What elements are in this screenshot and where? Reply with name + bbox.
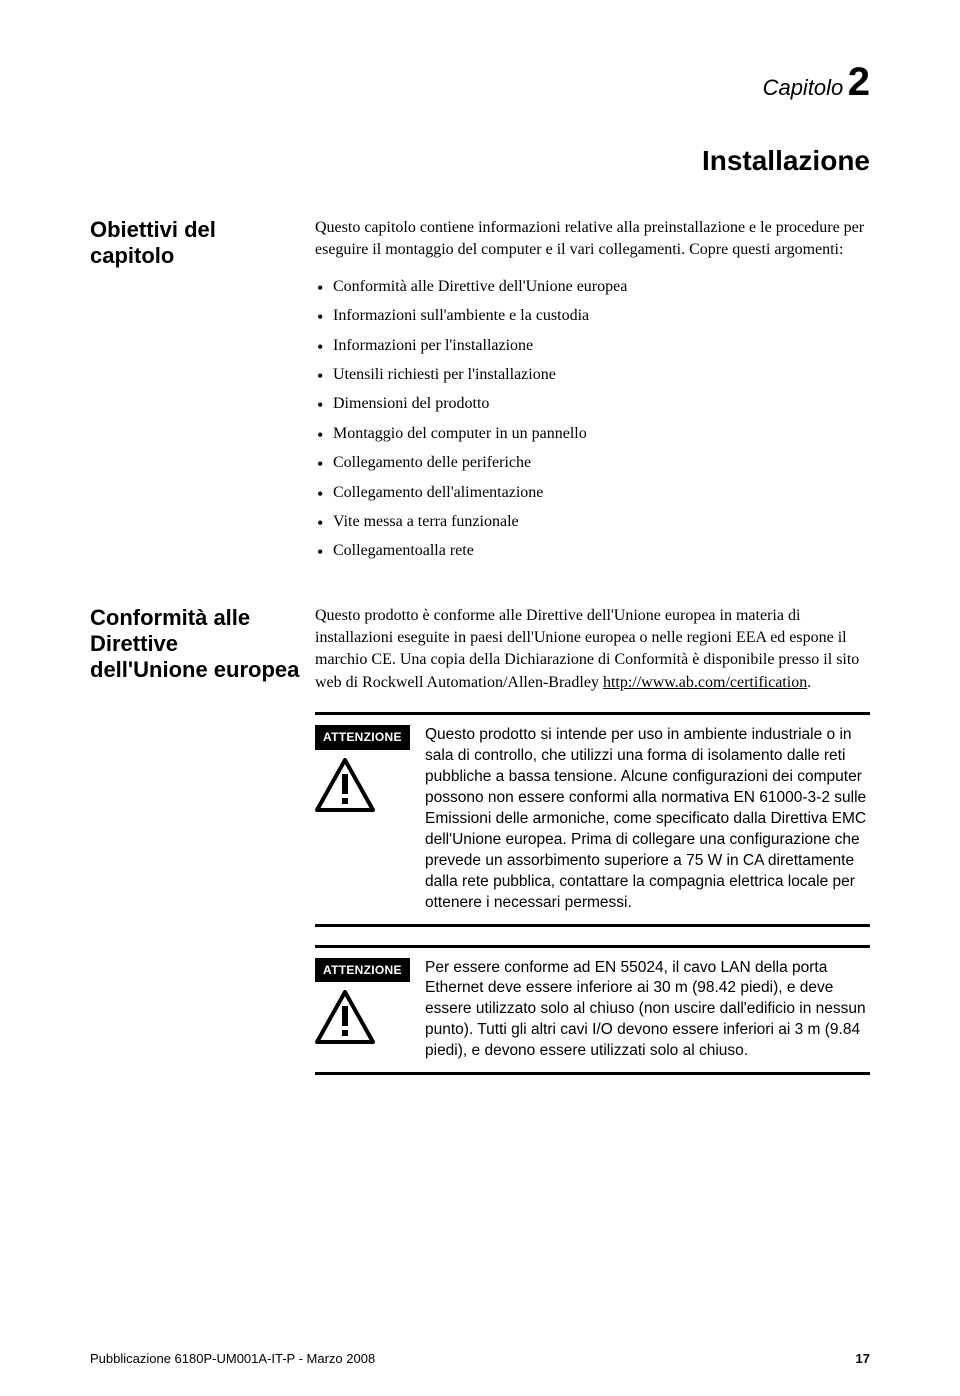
attention-left-2: ATTENZIONE bbox=[315, 958, 425, 1063]
attention-box-1: ATTENZIONE Questo prodotto si intende pe… bbox=[315, 712, 870, 926]
conformity-text-part2: . bbox=[807, 674, 811, 691]
chapter-number: 2 bbox=[848, 60, 870, 104]
chapter-title: Installazione bbox=[90, 145, 870, 177]
publication-info: Pubblicazione 6180P-UM001A-IT-P - Marzo … bbox=[90, 1351, 375, 1366]
section-objectives: Obiettivi del capitolo Questo capitolo c… bbox=[90, 217, 870, 570]
list-item: Collegamento dell'alimentazione bbox=[315, 482, 870, 504]
page-footer: Pubblicazione 6180P-UM001A-IT-P - Marzo … bbox=[90, 1351, 870, 1366]
list-item: Collegamentoalla rete bbox=[315, 540, 870, 562]
section-heading-objectives: Obiettivi del capitolo bbox=[90, 217, 315, 570]
list-item: Informazioni per l'installazione bbox=[315, 335, 870, 357]
warning-triangle-icon bbox=[315, 990, 375, 1044]
warning-triangle-icon bbox=[315, 758, 375, 812]
section-conformity: Conformità alle Direttive dell'Unione eu… bbox=[90, 605, 870, 1093]
page-number: 17 bbox=[856, 1351, 870, 1366]
list-item: Conformità alle Direttive dell'Unione eu… bbox=[315, 276, 870, 298]
certification-link[interactable]: http://www.ab.com/certification bbox=[603, 674, 807, 691]
attention-label-2: ATTENZIONE bbox=[315, 958, 410, 983]
attention-text-2: Per essere conforme ad EN 55024, il cavo… bbox=[425, 958, 870, 1063]
attention-left-1: ATTENZIONE bbox=[315, 725, 425, 913]
list-item: Informazioni sull'ambiente e la custodia bbox=[315, 305, 870, 327]
section-content-objectives: Questo capitolo contiene informazioni re… bbox=[315, 217, 870, 570]
list-item: Montaggio del computer in un pannello bbox=[315, 423, 870, 445]
section-heading-conformity: Conformità alle Direttive dell'Unione eu… bbox=[90, 605, 315, 1093]
section-content-conformity: Questo prodotto è conforme alle Direttiv… bbox=[315, 605, 870, 1093]
list-item: Utensili richiesti per l'installazione bbox=[315, 364, 870, 386]
chapter-header: Capitolo 2 bbox=[90, 60, 870, 105]
objectives-list: Conformità alle Direttive dell'Unione eu… bbox=[315, 276, 870, 563]
list-item: Dimensioni del prodotto bbox=[315, 393, 870, 415]
attention-box-2: ATTENZIONE Per essere conforme ad EN 550… bbox=[315, 945, 870, 1076]
attention-text-1: Questo prodotto si intende per uso in am… bbox=[425, 725, 870, 913]
list-item: Collegamento delle periferiche bbox=[315, 452, 870, 474]
attention-label-1: ATTENZIONE bbox=[315, 725, 410, 750]
list-item: Vite messa a terra funzionale bbox=[315, 511, 870, 533]
chapter-label: Capitolo bbox=[763, 75, 844, 100]
conformity-paragraph: Questo prodotto è conforme alle Direttiv… bbox=[315, 605, 870, 695]
intro-paragraph: Questo capitolo contiene informazioni re… bbox=[315, 217, 870, 262]
